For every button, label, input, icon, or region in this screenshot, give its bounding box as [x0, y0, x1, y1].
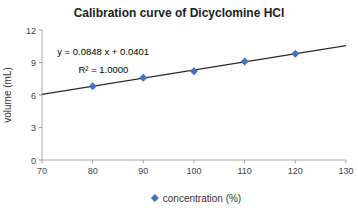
point [241, 57, 249, 65]
point [139, 74, 147, 82]
plot-area [42, 46, 346, 95]
x-tick-label: 130 [338, 166, 353, 176]
point [190, 67, 198, 75]
y-tick-label: 6 [31, 91, 36, 101]
chart: Calibration curve of Dicyclomine HCl volu… [0, 0, 358, 215]
y-tick-label: 0 [31, 156, 36, 166]
point [89, 82, 97, 90]
x-tick-label: 110 [237, 166, 251, 176]
point [291, 50, 299, 58]
legend-marker [151, 194, 159, 202]
x-tick-label: 70 [37, 166, 47, 176]
y-tick-label: 3 [31, 123, 36, 133]
title: Calibration curve of Dicyclomine HCl [74, 6, 285, 20]
legend-item: concentration (%) [151, 193, 241, 204]
annotation: R² = 1.0000 [78, 64, 128, 75]
y-axis-label: volume (mL) [2, 67, 13, 123]
trend-line [42, 46, 346, 95]
y-tick-label: 12 [26, 26, 36, 36]
x-axis-line [42, 160, 346, 161]
annotation: y = 0.0848 x + 0.0401 [57, 46, 149, 57]
x-tick-label: 90 [138, 166, 148, 176]
legend: concentration (%) [151, 193, 241, 204]
axes: 0 3 6 9 12 70 80 90 100 110 120 130 [26, 26, 354, 177]
x-tick-label: 80 [88, 166, 98, 176]
x-tick-label: 120 [288, 166, 303, 176]
y-tick-label: 9 [31, 58, 36, 68]
x-tick-label: 100 [186, 166, 201, 176]
legend-label: concentration (%) [163, 193, 241, 204]
